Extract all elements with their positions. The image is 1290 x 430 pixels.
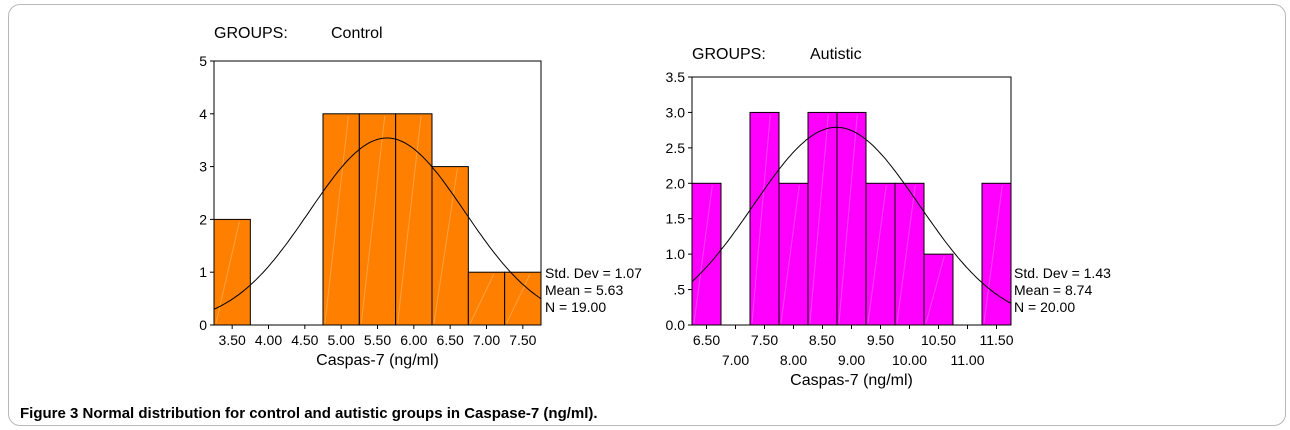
x-tick-label: 10.50 [921,332,956,348]
y-tick-label: 5 [199,53,207,69]
y-tick-label: 3.0 [666,104,686,120]
x-tick-label: 5.00 [328,332,355,348]
bar-8.00 [778,182,809,326]
normal-curve [213,137,542,310]
x-tick-label: 11.50 [980,332,1014,348]
bar-shade [838,114,858,324]
y-tick-label: 1.5 [666,211,686,227]
bar-9.00 [836,111,867,326]
bar-shade [925,256,945,324]
bar-shade [751,114,771,324]
bar-shade [896,185,916,324]
x-tick-label: 7.50 [509,332,536,348]
group-label: GROUPS: [692,46,766,63]
figure-frame [8,4,1286,426]
x-tick-label: 6.50 [693,332,720,348]
bar-9.50 [865,182,896,326]
figure-caption: Figure 3 Normal distribution for control… [20,405,598,422]
bar-shade [809,114,829,324]
bar-shade [469,273,495,324]
bar-shade [867,185,887,324]
y-tick-label: 2.5 [666,140,686,156]
x-tick-label: 6.50 [437,332,464,348]
x-tick-label: 7.00 [722,352,749,368]
normal-curve [691,126,1012,304]
bar-shade [360,115,386,324]
stats-text: Mean = 8.74 [1014,282,1092,298]
y-tick-label: 1 [199,264,207,280]
bar-8.50 [807,111,838,326]
stats-text: Std. Dev = 1.43 [1014,265,1111,281]
x-tick-label: 9.50 [867,332,894,348]
x-tick-label: 10.00 [892,352,927,368]
group-value: Control [331,25,383,42]
x-tick-label: 8.00 [780,352,807,368]
stats-text: N = 20.00 [1014,299,1075,315]
x-axis-label: Caspas-7 (ng/ml) [316,352,439,369]
x-tick-label: 9.00 [838,352,865,368]
stats-text: N = 19.00 [545,299,606,315]
figure-label: Figure 3 [20,405,79,422]
bar-7.50 [749,111,780,326]
stats-text: Std. Dev = 1.07 [545,265,642,281]
chart-autistic [688,76,1012,329]
figure-caption-text: Normal distribution for control and auti… [82,405,598,422]
stats-text: Mean = 5.63 [545,282,623,298]
chart-control [210,60,542,329]
x-tick-label: 5.50 [364,332,391,348]
bar-6.50 [691,182,722,326]
x-axis-label: Caspas-7 (ng/ml) [790,372,913,389]
x-tick-label: 4.50 [291,332,318,348]
x-tick-label: 8.50 [809,332,836,348]
bar-shade [506,273,531,324]
y-tick-label: 0 [199,317,207,333]
bar-6.50 [431,166,469,326]
bar-11.50 [981,182,1012,326]
y-tick-label: 2.0 [666,175,686,191]
x-tick-label: 7.50 [751,332,778,348]
x-tick-label: 6.00 [400,332,427,348]
bar-shade [324,115,349,324]
bar-shade [693,185,713,324]
x-tick-label: 7.00 [473,332,500,348]
bar-shade [780,185,800,324]
bar-7.00 [467,271,506,326]
bar-7.50 [504,271,542,326]
group-label: GROUPS: [214,25,288,42]
y-tick-label: 4 [199,106,207,122]
bar-10.00 [894,182,925,326]
y-tick-label: 2 [199,211,207,227]
y-tick-label: 0.0 [666,317,686,333]
y-tick-label: 3.5 [666,69,686,85]
y-tick-label: .5 [673,282,685,298]
y-tick-label: 3 [199,159,207,175]
bar-shade [433,168,458,324]
y-tick-label: 1.0 [666,246,686,262]
x-tick-label: 11.00 [951,352,985,368]
bar-shade [983,185,1003,324]
bar-5.50 [358,113,397,326]
bar-3.50 [213,218,251,326]
x-tick-label: 3.50 [219,332,246,348]
bar-shade [397,115,422,324]
x-tick-label: 4.00 [255,332,282,348]
group-value: Autistic [810,46,862,63]
